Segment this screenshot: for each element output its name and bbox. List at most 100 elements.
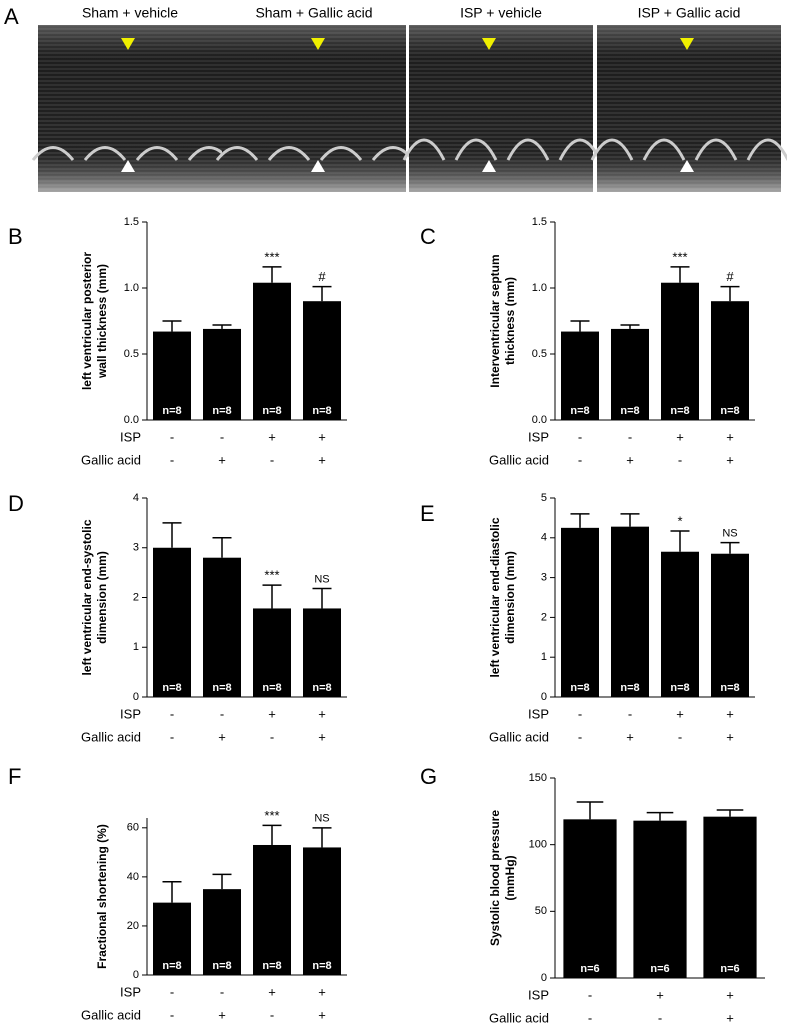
panel-label: D bbox=[8, 491, 24, 516]
n-label: n=8 bbox=[162, 405, 181, 417]
condition-value: + bbox=[268, 984, 276, 999]
y-tick-label: 1.5 bbox=[124, 216, 139, 228]
image-title: Sham + Gallic acid bbox=[255, 5, 372, 21]
condition-value: - bbox=[628, 706, 632, 721]
y-tick-label: 20 bbox=[127, 920, 139, 932]
bar bbox=[611, 526, 649, 697]
condition-value: - bbox=[170, 429, 174, 444]
n-label: n=8 bbox=[620, 405, 639, 417]
y-axis-label: dimension (mm) bbox=[95, 551, 109, 644]
significance: *** bbox=[672, 249, 687, 264]
y-tick-label: 1 bbox=[541, 651, 547, 663]
bar bbox=[153, 331, 191, 420]
condition-value: + bbox=[726, 729, 734, 744]
wall-trace bbox=[31, 146, 231, 161]
bar bbox=[561, 527, 599, 697]
y-axis-label: wall thickness (mm) bbox=[95, 264, 109, 379]
condition-value: + bbox=[318, 452, 326, 467]
y-tick-label: 1.0 bbox=[124, 282, 139, 294]
condition-value: + bbox=[318, 729, 326, 744]
yellow-arrow bbox=[311, 38, 325, 50]
y-tick-label: 2 bbox=[541, 611, 547, 623]
panel-label: G bbox=[420, 764, 437, 789]
white-arrow bbox=[311, 160, 325, 172]
bar bbox=[561, 331, 599, 420]
n-label: n=6 bbox=[580, 963, 599, 975]
condition-value: - bbox=[678, 729, 682, 744]
wall-trace bbox=[590, 138, 787, 161]
bar bbox=[711, 553, 749, 697]
n-label: n=8 bbox=[312, 405, 331, 417]
y-tick-label: 1.5 bbox=[532, 216, 547, 228]
y-tick-label: 0.0 bbox=[532, 414, 547, 426]
condition-value: - bbox=[220, 984, 224, 999]
condition-name: ISP bbox=[528, 987, 549, 1002]
yellow-arrow bbox=[680, 38, 694, 50]
condition-name: Gallic acid bbox=[81, 729, 141, 744]
y-tick-label: 100 bbox=[529, 839, 547, 851]
panel-label: F bbox=[8, 764, 21, 789]
white-arrow bbox=[680, 160, 694, 172]
bar bbox=[253, 844, 291, 975]
condition-value: - bbox=[628, 429, 632, 444]
bar bbox=[203, 328, 241, 420]
condition-value: + bbox=[218, 452, 226, 467]
condition-value: - bbox=[170, 452, 174, 467]
y-tick-label: 0.5 bbox=[124, 348, 139, 360]
significance: *** bbox=[264, 808, 279, 823]
y-tick-label: 0.5 bbox=[532, 348, 547, 360]
condition-value: + bbox=[656, 987, 664, 1002]
y-axis-label: Systolic blood pressure bbox=[488, 810, 502, 946]
condition-name: Gallic acid bbox=[489, 1010, 549, 1025]
condition-value: + bbox=[726, 1010, 734, 1025]
n-label: n=8 bbox=[262, 682, 281, 694]
n-label: n=8 bbox=[262, 405, 281, 417]
condition-value: - bbox=[170, 984, 174, 999]
bar bbox=[303, 301, 341, 420]
y-tick-label: 1 bbox=[133, 641, 139, 653]
white-arrow bbox=[482, 160, 496, 172]
n-label: n=8 bbox=[312, 960, 331, 972]
condition-value: - bbox=[578, 729, 582, 744]
y-axis-label: thickness (mm) bbox=[503, 277, 517, 365]
bar bbox=[661, 282, 699, 420]
condition-name: ISP bbox=[528, 429, 549, 444]
y-tick-label: 60 bbox=[127, 822, 139, 834]
condition-value: + bbox=[726, 706, 734, 721]
condition-value: + bbox=[318, 1007, 326, 1022]
significance: * bbox=[677, 513, 682, 528]
n-label: n=8 bbox=[312, 682, 331, 694]
wall-trace bbox=[402, 138, 602, 161]
n-label: n=8 bbox=[720, 405, 739, 417]
y-tick-label: 3 bbox=[133, 542, 139, 554]
y-tick-label: 1.0 bbox=[532, 282, 547, 294]
bar bbox=[253, 608, 291, 697]
n-label: n=8 bbox=[212, 682, 231, 694]
yellow-arrow bbox=[482, 38, 496, 50]
y-tick-label: 0 bbox=[541, 972, 547, 984]
significance: NS bbox=[314, 573, 329, 585]
n-label: n=8 bbox=[670, 405, 689, 417]
n-label: n=8 bbox=[212, 405, 231, 417]
condition-value: + bbox=[726, 987, 734, 1002]
panel-label: A bbox=[4, 4, 19, 29]
y-tick-label: 40 bbox=[127, 871, 139, 883]
condition-value: - bbox=[270, 1007, 274, 1022]
bar bbox=[153, 902, 191, 975]
condition-value: + bbox=[318, 429, 326, 444]
image-title: ISP + vehicle bbox=[460, 5, 542, 21]
white-arrow bbox=[121, 160, 135, 172]
condition-name: Gallic acid bbox=[81, 1007, 141, 1022]
condition-value: - bbox=[578, 452, 582, 467]
bar bbox=[563, 819, 617, 978]
bar bbox=[711, 301, 749, 420]
condition-value: - bbox=[270, 729, 274, 744]
y-tick-label: 2 bbox=[133, 591, 139, 603]
y-tick-label: 150 bbox=[529, 772, 547, 784]
yellow-arrow bbox=[121, 38, 135, 50]
n-label: n=8 bbox=[570, 405, 589, 417]
bar bbox=[153, 547, 191, 697]
condition-value: - bbox=[588, 987, 592, 1002]
condition-value: - bbox=[578, 706, 582, 721]
